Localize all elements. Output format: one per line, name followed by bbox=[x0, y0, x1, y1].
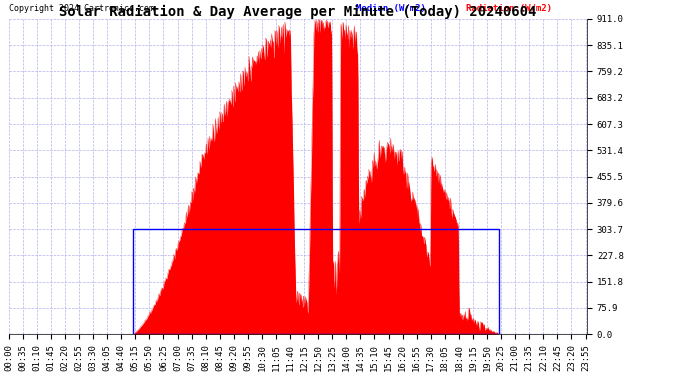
Text: Radiation (W/m2): Radiation (W/m2) bbox=[466, 4, 552, 13]
Text: Median (W/m2): Median (W/m2) bbox=[356, 4, 426, 13]
Text: Copyright 2024 Cartronics.com: Copyright 2024 Cartronics.com bbox=[9, 4, 154, 13]
Title: Solar Radiation & Day Average per Minute (Today) 20240604: Solar Radiation & Day Average per Minute… bbox=[59, 5, 537, 19]
Bar bbox=[133, 229, 499, 334]
